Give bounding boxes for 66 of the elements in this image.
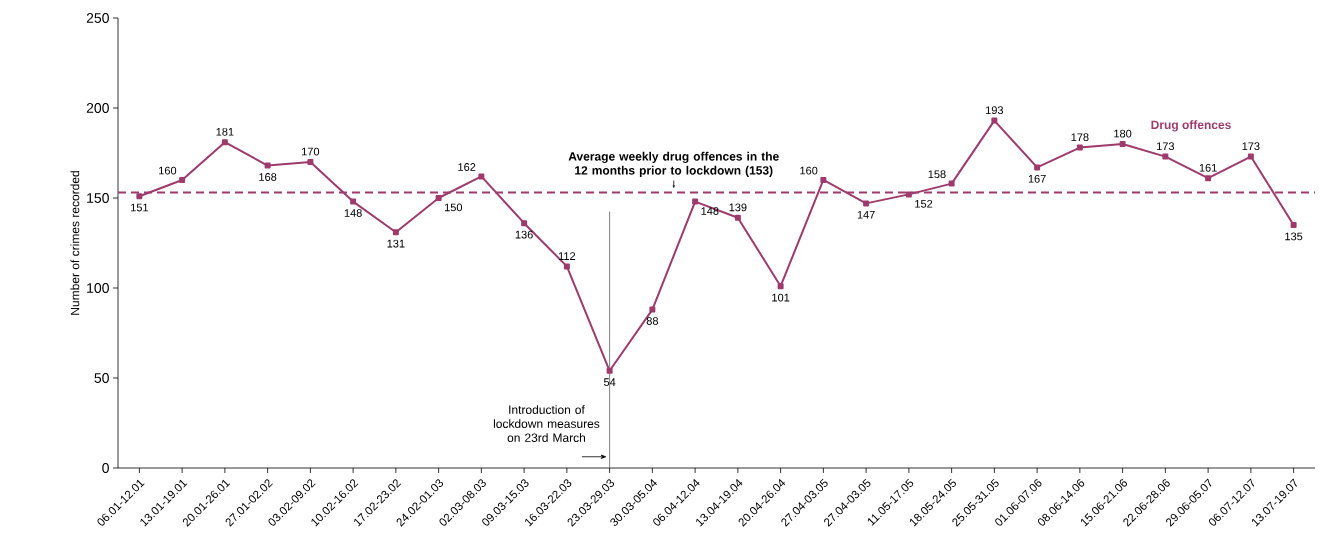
point	[1247, 153, 1254, 160]
point	[307, 159, 314, 165]
point	[820, 177, 827, 183]
point	[478, 173, 485, 180]
data-label: 162	[458, 163, 476, 171]
data-label: 152	[915, 199, 933, 208]
y-axis-title: Number of crimes recorded	[70, 171, 80, 315]
point	[521, 220, 528, 227]
point	[991, 117, 998, 124]
data-label: 147	[857, 210, 875, 219]
point	[905, 191, 912, 198]
data-label: 88	[646, 317, 659, 325]
point	[863, 200, 870, 207]
point	[1290, 222, 1297, 228]
point	[1205, 175, 1212, 182]
data-label: 167	[1028, 174, 1046, 183]
point	[350, 198, 357, 205]
data-label: 148	[344, 209, 362, 217]
data-label: 131	[387, 239, 405, 248]
ref-line-label: Introduction of lockdown measures on 23rd March	[493, 405, 600, 442]
data-label: 173	[1157, 142, 1175, 151]
series-label: Drug offences	[1151, 120, 1231, 132]
point	[221, 139, 228, 146]
point	[777, 283, 784, 290]
point	[948, 180, 955, 187]
y-tick-label: 150	[87, 193, 109, 203]
data-label: 148	[701, 207, 719, 215]
data-label: 170	[302, 147, 320, 156]
data-label: 160	[159, 166, 177, 175]
data-label: 112	[558, 252, 576, 260]
data-label: 173	[1242, 142, 1260, 151]
point	[649, 306, 656, 313]
point	[606, 367, 613, 374]
y-tick-label: 50	[94, 373, 109, 383]
point	[1076, 144, 1083, 151]
point	[1162, 153, 1169, 160]
data-label: 54	[603, 378, 616, 386]
point	[1119, 141, 1126, 147]
data-label: 150	[444, 203, 463, 212]
y-tick-label: 0	[102, 463, 109, 473]
point	[136, 193, 143, 200]
point	[264, 162, 271, 169]
y-tick-label: 200	[86, 103, 109, 113]
point	[435, 195, 442, 201]
data-label: 161	[1199, 163, 1217, 172]
data-label: 178	[1071, 133, 1089, 142]
point	[692, 198, 699, 205]
data-label: 180	[1114, 129, 1132, 138]
data-label: 151	[131, 203, 149, 212]
data-label: 181	[216, 127, 234, 136]
point	[734, 214, 741, 221]
y-tick-label: 250	[86, 13, 109, 23]
ref-line-label: Average weekly drug offences in the 12 months prior to lockdown (153)	[568, 151, 779, 177]
point	[392, 229, 399, 236]
point	[179, 177, 186, 183]
data-label: 168	[259, 173, 277, 181]
data-label: 101	[772, 293, 790, 302]
data-label: 193	[986, 106, 1004, 115]
data-label: 139	[729, 203, 747, 212]
data-label: 135	[1285, 232, 1303, 241]
data-label: 158	[928, 170, 946, 179]
data-label: 136	[515, 230, 533, 239]
point	[563, 263, 570, 270]
y-tick-label: 100	[87, 283, 109, 293]
point	[1034, 164, 1041, 171]
data-label: 160	[800, 166, 818, 175]
